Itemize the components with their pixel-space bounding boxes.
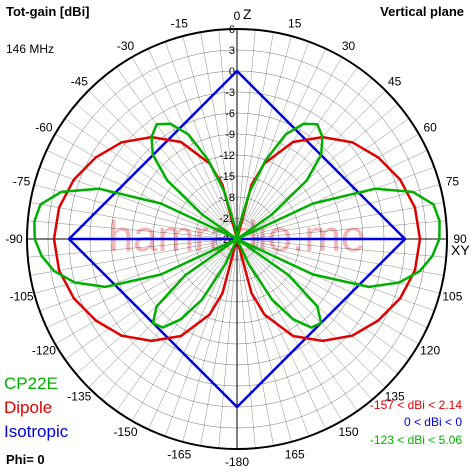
angle-tick-label: -75 bbox=[13, 174, 31, 188]
legend-dipole: Dipole bbox=[4, 398, 53, 417]
frequency-label: 146 MHz bbox=[6, 42, 55, 56]
grid-spoke bbox=[252, 202, 444, 237]
grid-spoke bbox=[242, 253, 310, 437]
grid-spoke bbox=[27, 220, 222, 238]
grid-spoke bbox=[27, 240, 222, 258]
radial-tick-label: -15 bbox=[219, 171, 235, 183]
grid-spoke bbox=[250, 133, 419, 232]
angle-tick-label: -90 bbox=[5, 232, 23, 246]
radial-tick-label: 3 bbox=[229, 45, 235, 57]
angle-tick-label: -15 bbox=[171, 17, 189, 31]
grid-spoke bbox=[247, 77, 373, 227]
legend-cp22e: CP22E bbox=[4, 374, 58, 393]
angle-tick-label: -30 bbox=[117, 39, 135, 53]
angle-tick-label: -135 bbox=[67, 390, 91, 404]
grid-spoke bbox=[148, 253, 231, 430]
angle-tick-label: 165 bbox=[285, 447, 305, 461]
grid-spoke bbox=[30, 202, 222, 237]
grid-spoke bbox=[218, 29, 236, 224]
grid-spoke bbox=[239, 254, 274, 446]
angle-tick-label: 45 bbox=[388, 74, 402, 88]
grid-spoke bbox=[239, 32, 274, 224]
grid-spoke bbox=[252, 242, 440, 294]
grid-spoke bbox=[252, 184, 440, 236]
grid-spoke bbox=[88, 250, 226, 388]
angle-tick-label: 0 bbox=[234, 9, 241, 23]
angle-tick-label: 60 bbox=[423, 121, 437, 135]
angle-tick-label: 105 bbox=[442, 290, 462, 304]
grid-spoke bbox=[75, 103, 225, 229]
radial-tick-label: -12 bbox=[219, 150, 235, 162]
grid-spoke bbox=[200, 32, 235, 224]
grid-spoke bbox=[164, 41, 232, 225]
grid-spoke bbox=[238, 29, 256, 224]
grid-spoke bbox=[243, 253, 326, 430]
grid-spoke bbox=[116, 251, 229, 412]
radial-tick-label: -9 bbox=[225, 129, 235, 141]
grid-spoke bbox=[39, 166, 223, 234]
legend-isotropic: Isotropic bbox=[4, 422, 69, 441]
grid-spoke bbox=[252, 220, 447, 238]
grid-spoke bbox=[251, 244, 435, 312]
angle-tick-label: 30 bbox=[342, 39, 356, 53]
grid-spoke bbox=[39, 244, 223, 312]
radial-tick-label: -3 bbox=[225, 87, 235, 99]
z-axis-label: Z bbox=[243, 6, 252, 22]
radial-tick-label: -6 bbox=[225, 108, 235, 120]
grid-spoke bbox=[88, 90, 226, 228]
angle-tick-label: 90 bbox=[453, 232, 467, 246]
grid-spoke bbox=[55, 133, 224, 232]
angle-tick-label: 120 bbox=[420, 344, 440, 358]
grid-spoke bbox=[249, 103, 399, 229]
grid-spoke bbox=[249, 249, 399, 375]
series-cp22e-line bbox=[33, 122, 441, 329]
grid-spoke bbox=[248, 250, 386, 388]
outer-ring bbox=[26, 28, 448, 450]
angle-tick-label: -165 bbox=[167, 447, 191, 461]
plane-label: Vertical plane bbox=[380, 4, 464, 19]
grid-spoke bbox=[251, 166, 435, 234]
angle-tick-label: -120 bbox=[32, 344, 56, 358]
radial-tick-label: 0 bbox=[229, 66, 235, 78]
angle-tick-label: -105 bbox=[10, 290, 34, 304]
phi-label: Phi= 0 bbox=[6, 452, 45, 467]
grid-spoke bbox=[200, 254, 235, 446]
angle-tick-label: 150 bbox=[338, 425, 358, 439]
grid-spoke bbox=[75, 249, 225, 375]
grid-spoke bbox=[238, 254, 256, 449]
angle-tick-label: 15 bbox=[288, 17, 302, 31]
grid-spoke bbox=[252, 241, 444, 276]
grid-spoke bbox=[245, 66, 358, 227]
chart-title: Tot-gain [dBi] bbox=[6, 4, 90, 19]
angle-tick-label: 75 bbox=[446, 174, 460, 188]
grid-spoke bbox=[101, 77, 227, 227]
grid-spoke bbox=[55, 246, 224, 345]
xy-axis-label: XY bbox=[451, 242, 470, 258]
grid-spoke bbox=[30, 241, 222, 276]
angle-tick-label: -60 bbox=[35, 121, 53, 135]
grid-spoke bbox=[116, 66, 229, 227]
grid-spoke bbox=[252, 240, 447, 258]
grid-spoke bbox=[164, 253, 232, 437]
range-cp22e: -123 < dBi < 5.06 bbox=[369, 433, 462, 447]
grid-spoke bbox=[34, 184, 222, 236]
grid-spoke bbox=[248, 90, 386, 228]
range-isotropic: 0 < dBi < 0 bbox=[403, 415, 462, 429]
angle-tick-label: -180 bbox=[225, 455, 249, 469]
angle-tick-label: -45 bbox=[71, 74, 89, 88]
angle-tick-label: -150 bbox=[113, 425, 137, 439]
grid-spoke bbox=[34, 242, 222, 294]
radial-tick-label: 6 bbox=[229, 24, 235, 36]
grid-spoke bbox=[245, 251, 358, 412]
angle-tick-label: 135 bbox=[385, 390, 405, 404]
grid-spoke bbox=[218, 254, 236, 449]
grid-spoke bbox=[250, 246, 419, 345]
grid-spoke bbox=[242, 41, 310, 225]
range-dipole: -157 < dBi < 2.14 bbox=[369, 398, 462, 412]
